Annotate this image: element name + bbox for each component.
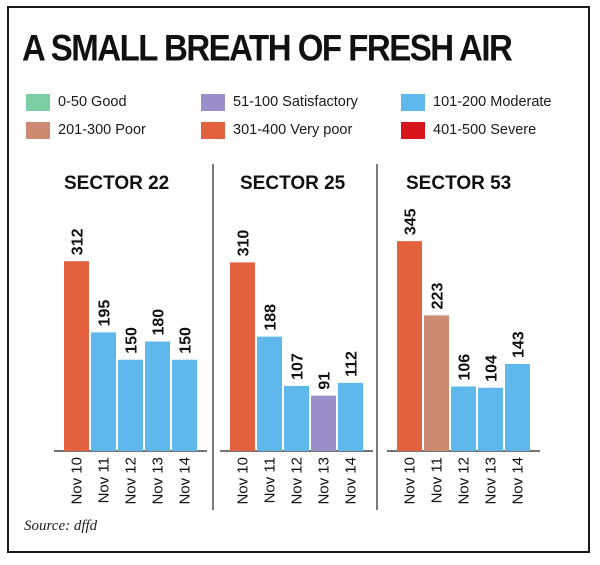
legend-swatch-poor <box>26 121 50 139</box>
legend: 0-50 Good 51-100 Satisfactory 101-200 Mo… <box>26 92 586 148</box>
source-note: Source: dffd <box>24 518 98 534</box>
tick-label: Nov 13 <box>316 457 333 505</box>
legend-swatch-moderate <box>401 93 425 111</box>
bar <box>505 364 530 451</box>
legend-item-poor: 201-300 Poor <box>26 120 146 140</box>
legend-label-severe: 401-500 Severe <box>433 122 537 138</box>
tick-label: Nov 11 <box>262 457 279 503</box>
legend-swatch-good <box>26 93 50 111</box>
tick-label: Nov 14 <box>343 457 360 505</box>
legend-label-satisfactory: 51-100 Satisfactory <box>233 94 358 110</box>
tick-label: Nov 10 <box>69 457 86 505</box>
tick-label: Nov 13 <box>483 457 500 505</box>
chart-frame <box>7 6 590 553</box>
legend-item-moderate: 101-200 Moderate <box>401 92 552 112</box>
bar <box>478 387 503 451</box>
bar <box>284 385 309 451</box>
data-label: 91 <box>317 372 334 390</box>
tick-label: Nov 11 <box>429 457 446 503</box>
bar <box>64 261 89 451</box>
data-label: 310 <box>236 230 253 257</box>
data-label: 345 <box>403 208 420 235</box>
data-label: 188 <box>263 304 280 331</box>
data-label: 107 <box>290 353 307 380</box>
legend-item-satisfactory: 51-100 Satisfactory <box>201 92 358 112</box>
legend-label-good: 0-50 Good <box>58 94 127 110</box>
data-label: 312 <box>70 228 87 255</box>
data-label: 195 <box>97 300 114 327</box>
tick-label: Nov 13 <box>150 457 167 505</box>
bar <box>397 241 422 451</box>
legend-swatch-severe <box>401 121 425 139</box>
tick-label: Nov 14 <box>177 457 194 505</box>
chart-title: A SMALL BREATH OF FRESH AIR <box>22 27 513 69</box>
data-label: 180 <box>151 309 168 336</box>
legend-item-severe: 401-500 Severe <box>401 120 536 140</box>
bar <box>311 395 336 451</box>
data-label: 150 <box>124 327 141 354</box>
legend-item-very-poor: 301-400 Very poor <box>201 120 352 140</box>
tick-label: Nov 10 <box>402 457 419 505</box>
bar <box>424 315 449 451</box>
tick-label: Nov 11 <box>96 457 113 503</box>
data-label: 150 <box>178 327 195 354</box>
tick-label: Nov 12 <box>123 457 140 505</box>
bar <box>338 382 363 451</box>
legend-label-poor: 201-300 Poor <box>58 122 146 138</box>
tick-label: Nov 12 <box>289 457 306 505</box>
bar <box>172 359 197 451</box>
bar <box>118 359 143 451</box>
legend-swatch-satisfactory <box>201 93 225 111</box>
bar <box>230 262 255 451</box>
bar <box>451 386 476 451</box>
bar <box>257 336 282 451</box>
panel-title: SECTOR 25 <box>240 173 346 194</box>
panel-title: SECTOR 53 <box>406 173 511 194</box>
data-label: 143 <box>511 331 528 358</box>
tick-label: Nov 12 <box>456 457 473 505</box>
data-label: 106 <box>457 354 474 381</box>
data-label: 104 <box>484 355 501 382</box>
legend-swatch-very-poor <box>201 121 225 139</box>
legend-item-good: 0-50 Good <box>26 92 127 112</box>
tick-label: Nov 14 <box>510 457 527 505</box>
bar <box>145 341 170 451</box>
data-label: 112 <box>344 351 361 377</box>
tick-label: Nov 10 <box>235 457 252 505</box>
legend-label-moderate: 101-200 Moderate <box>433 94 552 110</box>
bar <box>91 332 116 451</box>
data-label: 223 <box>430 283 447 310</box>
legend-label-very-poor: 301-400 Very poor <box>233 122 353 138</box>
panel-title: SECTOR 22 <box>64 173 169 194</box>
